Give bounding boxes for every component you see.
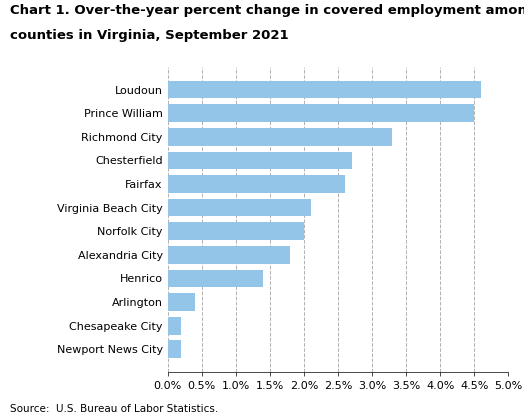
Bar [168, 128, 392, 146]
Bar [168, 317, 181, 334]
Bar [168, 81, 481, 99]
Bar [168, 199, 311, 217]
Text: counties in Virginia, September 2021: counties in Virginia, September 2021 [10, 29, 289, 42]
Bar [168, 270, 263, 287]
Bar [168, 104, 474, 122]
Bar [168, 175, 345, 193]
Text: Chart 1. Over-the-year percent change in covered employment among the largest: Chart 1. Over-the-year percent change in… [10, 4, 524, 17]
Bar [168, 222, 304, 240]
Text: Source:  U.S. Bureau of Labor Statistics.: Source: U.S. Bureau of Labor Statistics. [10, 404, 219, 414]
Bar [168, 340, 181, 358]
Bar [168, 293, 195, 311]
Bar [168, 246, 290, 264]
Bar [168, 152, 352, 169]
